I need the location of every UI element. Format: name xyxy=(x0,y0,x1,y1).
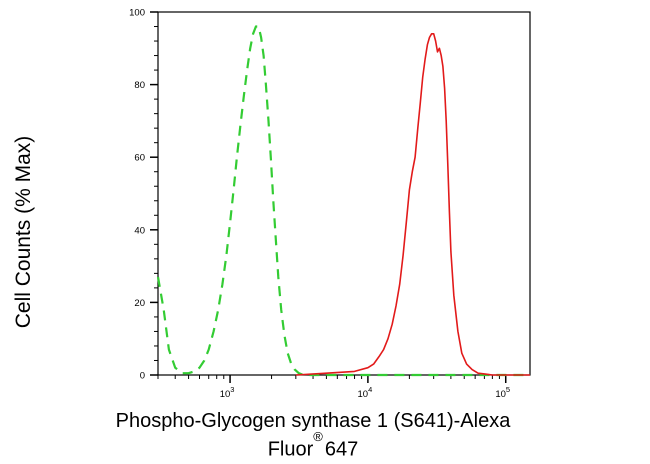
y-axis: 0 20 40 60 80 100 xyxy=(129,8,158,382)
x-axis-title-number: 647 xyxy=(324,438,359,461)
x-axis-title: Phospho-Glycogen synthase 1 (S641)-Alexa xyxy=(115,410,511,432)
y-tick-label: 60 xyxy=(134,153,145,164)
x-axis-title-line2: Fluor®647 xyxy=(0,429,638,462)
sample-series-line xyxy=(295,33,530,376)
x-axis-title-fluor: Fluor xyxy=(267,438,314,461)
x-tick-label: 103 xyxy=(220,385,235,400)
x-tick-label: 105 xyxy=(495,385,510,400)
registered-mark: ® xyxy=(313,429,323,444)
series-group xyxy=(156,25,530,377)
y-tick-label: 80 xyxy=(134,80,145,91)
y-axis-title: Cell Counts (% Max) xyxy=(12,135,35,329)
y-tick-label: 40 xyxy=(134,225,145,236)
y-tick-label: 100 xyxy=(129,8,145,19)
y-tick-label: 20 xyxy=(134,298,145,309)
x-axis: 103 104 105 xyxy=(157,375,510,400)
x-tick-label: 104 xyxy=(358,385,373,400)
plot-frame xyxy=(157,11,531,376)
control-series-line xyxy=(156,25,530,377)
y-tick-label: 0 xyxy=(140,371,145,382)
